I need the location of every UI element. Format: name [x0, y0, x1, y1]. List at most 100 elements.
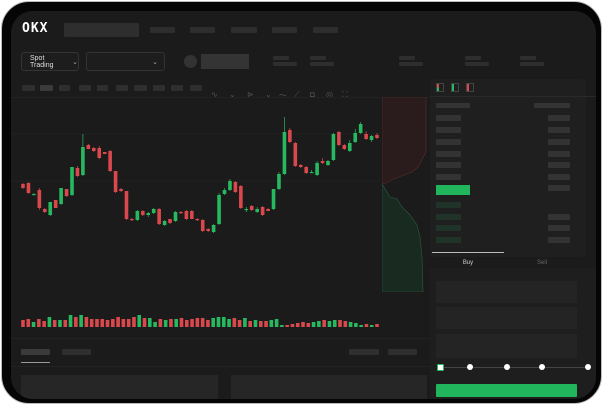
volume-bar — [47, 317, 52, 327]
interval-button[interactable] — [40, 85, 53, 91]
interval-button[interactable] — [22, 85, 35, 91]
candle-body — [342, 145, 347, 149]
interval-button[interactable] — [59, 85, 70, 91]
slider-handle[interactable] — [437, 364, 444, 371]
total-input[interactable] — [436, 334, 577, 358]
settings-icon[interactable]: ◎ — [326, 90, 333, 99]
candle-body — [92, 148, 96, 151]
candle-body — [179, 212, 183, 214]
candle-body — [130, 219, 134, 221]
bottom-action-1[interactable] — [349, 349, 379, 355]
volume-bar — [354, 323, 358, 327]
nav-item-3[interactable] — [231, 27, 257, 33]
price-input[interactable] — [436, 281, 577, 303]
volume-bar — [317, 321, 321, 327]
candle-body — [375, 135, 379, 138]
mark-price — [548, 185, 570, 191]
slider-track[interactable] — [441, 367, 589, 368]
interval-button[interactable] — [116, 85, 128, 91]
bottom-tab-1[interactable] — [21, 349, 50, 355]
interval-button[interactable] — [171, 85, 183, 91]
draw-icon[interactable]: ⊳ — [247, 90, 254, 99]
tab-sell[interactable]: Sell — [536, 260, 547, 266]
volume-bar — [295, 323, 300, 327]
nav-item-4[interactable] — [272, 27, 297, 33]
market-type-dropdown[interactable]: Spot Trading ⌄ — [21, 52, 79, 71]
line-icon[interactable]: 〜 — [279, 91, 287, 100]
candle-body — [97, 148, 102, 158]
slider-step-dot[interactable] — [504, 364, 510, 370]
interval-button[interactable] — [134, 85, 147, 91]
candle-body — [157, 209, 161, 224]
tab-buy[interactable]: Buy — [462, 260, 474, 266]
ask-row-amount — [548, 139, 570, 145]
bottom-divider-2 — [11, 366, 431, 367]
interval-button[interactable] — [79, 85, 91, 91]
market-type-label: Spot Trading — [30, 54, 54, 69]
interval-button[interactable] — [190, 85, 202, 91]
candle-body — [315, 163, 319, 175]
candle-body — [102, 152, 107, 154]
candle-body — [151, 209, 156, 213]
nav-item-1[interactable] — [150, 27, 175, 33]
nav-item-2[interactable] — [190, 27, 215, 33]
bid-row-price[interactable] — [436, 237, 461, 243]
buy-button[interactable] — [436, 384, 577, 397]
search-bar[interactable] — [64, 23, 139, 37]
ask-row-price[interactable] — [436, 115, 461, 121]
candle-body — [195, 219, 200, 221]
volume-bar — [142, 318, 147, 327]
candle-body — [26, 183, 31, 193]
bid-row-price[interactable] — [436, 225, 461, 231]
ruler-icon[interactable]: ⟋ — [294, 90, 300, 99]
ask-row-price[interactable] — [436, 162, 461, 168]
volume-bar — [306, 323, 311, 327]
volume-bar — [280, 325, 284, 327]
fullscreen-icon[interactable]: ⛶ — [342, 90, 348, 99]
volume-bar — [31, 322, 36, 327]
candle-body — [277, 174, 281, 189]
slider-step-dot[interactable] — [585, 364, 591, 370]
candle-body — [59, 188, 63, 204]
candle-body — [53, 200, 58, 208]
chevron-down-icon[interactable]: ⌄ — [265, 90, 272, 99]
bottom-action-2[interactable] — [388, 349, 417, 355]
amount-input[interactable] — [436, 307, 577, 329]
okx-logo[interactable]: OKX — [22, 21, 49, 36]
candle-body — [113, 171, 118, 192]
ask-row-price[interactable] — [436, 174, 461, 180]
bid-row-price[interactable] — [436, 202, 461, 208]
slider-step-dot[interactable] — [539, 364, 545, 370]
bid-row-amount — [548, 237, 570, 243]
depth-asks-area — [382, 97, 427, 185]
candle-body — [260, 207, 265, 215]
nav-item-5[interactable] — [313, 27, 338, 33]
slider-step-dot[interactable] — [467, 364, 473, 370]
candle-body — [168, 219, 172, 223]
interval-button[interactable] — [97, 85, 108, 91]
ask-row-price[interactable] — [436, 127, 461, 133]
candle-body — [244, 209, 249, 211]
volume-bar — [179, 318, 184, 327]
pair-dropdown[interactable]: ⌄ — [86, 52, 165, 71]
ask-row-price[interactable] — [436, 151, 461, 157]
chevron-down-icon[interactable]: ⌄ — [229, 90, 236, 99]
volume-bar — [338, 320, 342, 327]
ask-row-price[interactable] — [436, 139, 461, 145]
volume-bar — [258, 321, 263, 327]
candle-body — [70, 167, 74, 195]
bid-row-price[interactable] — [436, 214, 461, 220]
volume-bar — [74, 317, 78, 327]
order-book-view-both-icon[interactable] — [436, 83, 444, 92]
interval-button[interactable] — [153, 85, 165, 91]
volume-bar — [274, 319, 279, 327]
camera-icon[interactable]: ◘ — [310, 90, 315, 99]
bottom-tab-2[interactable] — [62, 349, 91, 355]
volume-bar — [26, 319, 31, 327]
tab-underline — [432, 252, 504, 253]
order-book-view-asks-icon[interactable] — [466, 83, 474, 92]
order-book-view-bids-icon[interactable] — [451, 83, 459, 92]
candlestick-chart[interactable] — [11, 11, 431, 341]
volume-bar — [359, 325, 363, 327]
indicator-icon[interactable]: ∿ — [211, 90, 218, 99]
